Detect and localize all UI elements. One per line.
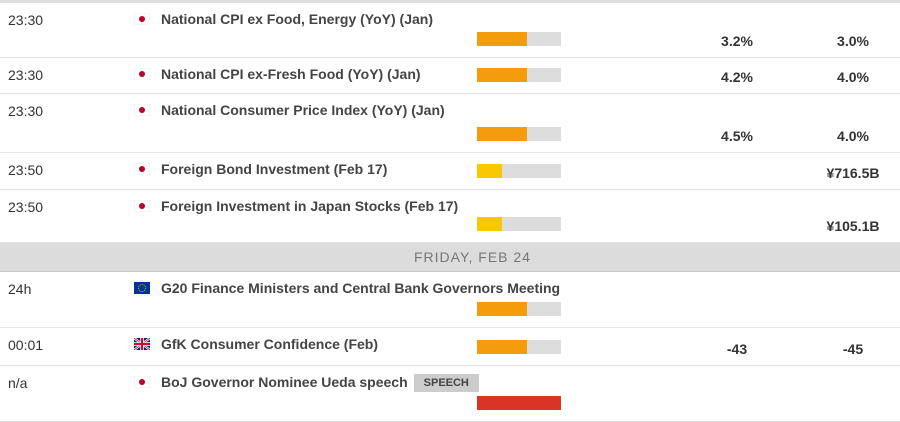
event-title[interactable]: G20 Finance Ministers and Central Bank G… bbox=[161, 280, 560, 296]
event-row[interactable]: 23:50 Foreign Investment in Japan Stocks … bbox=[0, 190, 900, 243]
impact-bar-fill bbox=[477, 164, 503, 178]
event-title-text: National CPI ex Food, Energy (YoY) (Jan) bbox=[161, 11, 433, 27]
forecast-value: ¥105.1B bbox=[826, 218, 880, 234]
date-header-label: FRIDAY, FEB 24 bbox=[414, 249, 531, 265]
event-row[interactable]: 00:01 GfK Consumer Confidence (Feb) -43 -45 bbox=[0, 328, 900, 366]
events-thursday: 23:30 National CPI ex Food, Energy (YoY) … bbox=[0, 3, 900, 243]
event-time: 23:50 bbox=[8, 162, 44, 178]
event-title-text: G20 Finance Ministers and Central Bank G… bbox=[161, 280, 561, 296]
event-title[interactable]: National CPI ex Food, Energy (YoY) (Jan) bbox=[161, 11, 433, 27]
event-row[interactable]: 23:50 Foreign Bond Investment (Feb 17) ¥71… bbox=[0, 153, 900, 190]
impact-bar-fill bbox=[477, 340, 528, 354]
event-row[interactable]: n/a BoJ Governor Nominee Ueda speech SPEEC… bbox=[0, 366, 900, 422]
event-time: n/a bbox=[8, 375, 28, 391]
events-friday: 24h G20 Finance Ministers and Central Ban… bbox=[0, 272, 900, 422]
japan-flag-icon bbox=[133, 375, 151, 389]
impact-bar bbox=[477, 396, 561, 410]
japan-flag-icon bbox=[133, 12, 151, 26]
event-time: 00:01 bbox=[8, 337, 44, 353]
actual-value: 4.5% bbox=[721, 128, 753, 144]
impact-bar bbox=[477, 164, 561, 178]
event-time: 23:30 bbox=[8, 12, 44, 28]
impact-bar bbox=[477, 217, 561, 231]
event-title[interactable]: National CPI ex-Fresh Food (YoY) (Jan) bbox=[161, 66, 421, 82]
event-time: 23:30 bbox=[8, 67, 44, 83]
event-title-text: Foreign Investment in Japan Stocks (Feb … bbox=[161, 198, 459, 214]
uk-flag-icon bbox=[133, 337, 151, 351]
japan-flag-icon bbox=[133, 67, 151, 81]
event-row[interactable]: 23:30 National Consumer Price Index (YoY)… bbox=[0, 94, 900, 153]
event-title[interactable]: National Consumer Price Index (YoY) (Jan… bbox=[161, 102, 445, 118]
actual-value: 3.2% bbox=[721, 33, 753, 49]
actual-value: -43 bbox=[726, 341, 748, 357]
event-title[interactable]: GfK Consumer Confidence (Feb) bbox=[161, 336, 378, 352]
event-title[interactable]: Foreign Investment in Japan Stocks (Feb … bbox=[161, 198, 458, 214]
event-title[interactable]: Foreign Bond Investment (Feb 17) bbox=[161, 161, 387, 177]
impact-bar-fill bbox=[477, 68, 528, 82]
impact-bar bbox=[477, 340, 561, 354]
forecast-value: 4.0% bbox=[837, 128, 869, 144]
event-row[interactable]: 23:30 National CPI ex Food, Energy (YoY) … bbox=[0, 3, 900, 58]
impact-bar-fill bbox=[477, 396, 561, 410]
forecast-value: 3.0% bbox=[837, 33, 869, 49]
event-row[interactable]: 23:30 National CPI ex-Fresh Food (YoY) (J… bbox=[0, 58, 900, 94]
japan-flag-icon bbox=[133, 199, 151, 213]
impact-bar-fill bbox=[477, 127, 528, 141]
event-time: 23:50 bbox=[8, 199, 44, 215]
actual-value: 4.2% bbox=[721, 69, 753, 85]
event-time: 24h bbox=[8, 281, 32, 297]
impact-bar bbox=[477, 68, 561, 82]
japan-flag-icon bbox=[133, 103, 151, 117]
event-title-text: GfK Consumer Confidence (Feb) bbox=[161, 336, 379, 352]
event-title-text: Foreign Bond Investment (Feb 17) bbox=[161, 161, 388, 177]
speech-badge: SPEECH bbox=[413, 374, 479, 392]
event-title[interactable]: BoJ Governor Nominee Ueda speech SPEECH bbox=[161, 374, 479, 392]
event-title-text: National Consumer Price Index (YoY) (Jan… bbox=[161, 102, 445, 118]
japan-flag-icon bbox=[133, 162, 151, 176]
impact-bar-fill bbox=[477, 217, 503, 231]
impact-bar bbox=[477, 127, 561, 141]
event-title-text: National CPI ex-Fresh Food (YoY) (Jan) bbox=[161, 66, 421, 82]
forecast-value: 4.0% bbox=[837, 69, 869, 85]
event-row[interactable]: 24h G20 Finance Ministers and Central Ban… bbox=[0, 272, 900, 328]
event-time: 23:30 bbox=[8, 103, 44, 119]
event-title-text: BoJ Governor Nominee Ueda speech bbox=[161, 374, 408, 390]
eu-flag-icon bbox=[134, 281, 150, 294]
impact-bar-fill bbox=[477, 302, 528, 316]
date-header: FRIDAY, FEB 24 bbox=[0, 243, 900, 272]
forecast-value: ¥716.5B bbox=[826, 165, 880, 181]
impact-bar bbox=[477, 32, 561, 46]
impact-bar bbox=[477, 302, 561, 316]
impact-bar-fill bbox=[477, 32, 528, 46]
forecast-value: -45 bbox=[842, 341, 864, 357]
